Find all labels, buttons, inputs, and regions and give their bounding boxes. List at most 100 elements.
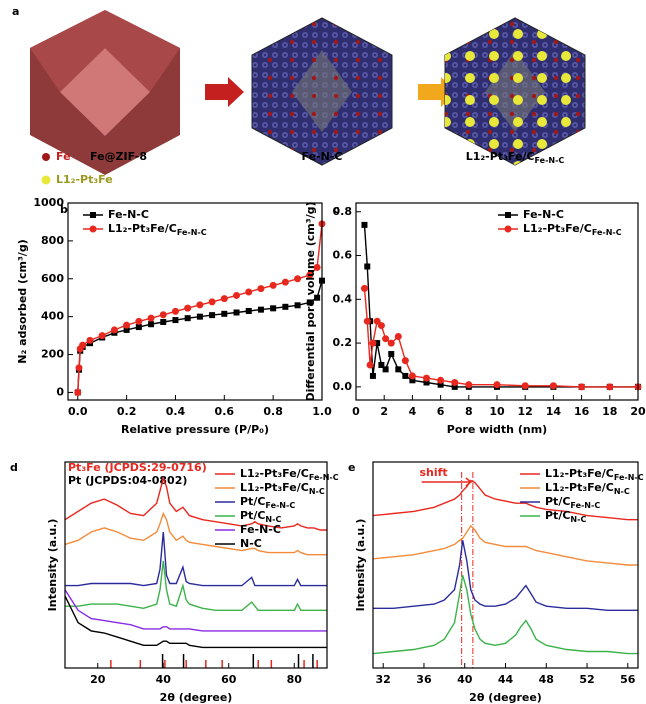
x-tick-label: 16 [574,405,590,418]
figure: a Fe Fe@ZIF-8 L1₂-Pt₃Fe Fe-N-C L1₂-Pt₃Fe… [0,0,646,704]
pt-label: L1₂-Pt₃Fe [56,173,113,186]
x-tick-label: 20 [630,405,646,418]
x-tick-label: 56 [620,673,636,686]
x-tick-label: 1.0 [312,405,332,418]
label-sub: Fe-N-C [570,501,600,510]
label-main: Pt/C [240,509,265,522]
marker [395,333,402,340]
legend-label: L1₂-Pt₃Fe/CN-C [240,481,325,496]
y-tick-label: 0.4 [333,292,353,305]
x-tick-label: 2 [380,405,388,418]
y-tick-label: 0.8 [333,205,353,218]
marker [160,319,166,325]
marker [382,335,389,342]
legend-marker [505,212,511,218]
y-tick-label: 200 [41,348,64,361]
x-tick-label: 60 [221,673,237,686]
marker [221,295,228,302]
marker [160,311,167,318]
x-tick-label: 0.2 [117,405,137,418]
x-axis-label: Relative pressure (P/P₀) [121,423,269,436]
label-sub: Fe-N-C [592,228,622,237]
product-label: L1₂-Pt₃Fe/CFe-N-C [466,150,565,165]
x-tick-label: 40 [457,673,473,686]
x-tick-label: 12 [518,405,533,418]
x-axis-label: 2θ (degree) [469,691,542,704]
marker [123,322,130,329]
fe-dot [42,153,50,161]
marker [369,340,376,347]
x-tick-label: 48 [539,673,554,686]
label-main: Fe-N-C [108,208,149,221]
marker [383,366,389,372]
y-axis-label: Differential pore volume (cm³/g) [304,201,317,401]
panel-label: a [12,5,19,18]
legend-label: Fe-N-C [240,523,281,536]
legend-marker [505,226,512,233]
marker [451,379,458,386]
marker [184,305,191,312]
reference-label: Pt (JCPDS:04-0802) [68,474,187,487]
y-axis-label: Intensity (a.u.) [46,519,59,612]
arrow [205,77,244,107]
panel-label: e [348,461,355,474]
marker [402,357,409,364]
legend-label: N-C [240,537,262,550]
x-tick-label: 0.4 [166,405,186,418]
marker [494,381,501,388]
x-tick-label: 0.8 [263,405,283,418]
marker [294,275,301,282]
marker [550,382,557,389]
label-sub: N-C [614,487,630,496]
marker [246,308,252,314]
legend-label: Pt/CFe-N-C [240,495,295,510]
marker [86,337,93,344]
marker [245,289,252,296]
x-tick-label: 20 [90,673,106,686]
x-axis-label: Pore width (nm) [447,423,547,436]
marker [409,372,416,379]
pt-dot [42,176,51,185]
legend-label: L1₂-Pt₃Fe/CFe-N-C [240,467,339,482]
label-main: Pt/C [545,495,570,508]
series-line [65,532,327,586]
marker [172,308,179,315]
x-axis-label: 2θ (degree) [160,691,233,704]
series-line [65,514,327,555]
legend-label: Fe-N-C [523,208,564,221]
label-main: Pt/C [240,495,265,508]
marker [196,301,203,308]
x-tick-label: 0.6 [215,405,235,418]
label-sub: N-C [309,487,325,496]
label-main: Fe-N-C [240,523,281,536]
marker [197,314,203,320]
marker [221,311,227,317]
y-tick-label: 600 [41,272,64,285]
x-tick-label: 36 [416,673,432,686]
x-tick-label: 0 [352,405,360,418]
marker [270,305,276,311]
fe-label: Fe [56,150,71,163]
legend-label: L1₂-Pt₃Fe/CFe-N-C [523,222,622,237]
label-main: N-C [240,537,262,550]
label-main: L1₂-Pt₃Fe/C [545,467,614,480]
zif-label: Fe@ZIF-8 [90,150,147,163]
y-tick-label: 1000 [33,196,64,209]
marker [148,321,154,327]
x-tick-label: 0.0 [68,405,88,418]
marker [270,282,277,289]
marker [578,383,585,390]
marker [282,304,288,310]
label-main: L1₂-Pt₃Fe/C [240,467,309,480]
label-main: L1₂-Pt₃Fe/C [545,481,614,494]
marker [209,298,216,305]
y-tick-label: 800 [41,234,64,247]
x-tick-label: 8 [465,405,473,418]
legend-marker [90,212,96,218]
reference-label: Pt₃Fe (JCPDS:29-0716) [68,461,207,474]
marker [233,292,240,299]
legend-marker [90,226,97,233]
marker [364,318,371,325]
panel-label: d [10,461,18,474]
label-main: L1₂-Pt₃Fe/C [108,222,177,235]
